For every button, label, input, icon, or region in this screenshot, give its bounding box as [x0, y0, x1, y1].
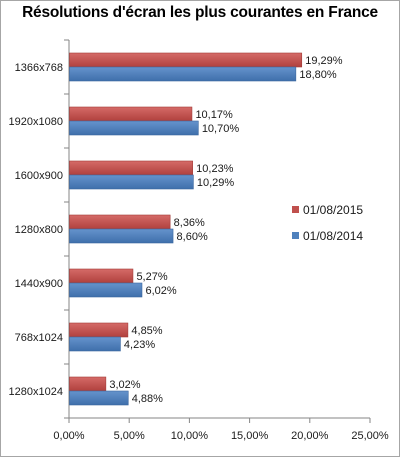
bar-series-2015 [69, 322, 129, 338]
axes: 0,00% 5,00% 10,00% 15,00% 20,00% 25,00% 1366x7… [9, 39, 389, 442]
legend-swatch [292, 232, 299, 239]
legend-label: 01/08/2015 [303, 203, 363, 217]
data-label: 10,70% [202, 123, 240, 135]
y-tick-label: 1920x1080 [9, 116, 63, 128]
data-label: 3,02% [109, 379, 140, 391]
bar-series-2014 [69, 174, 194, 190]
bar-series-2014 [69, 282, 143, 298]
bar-series-2015 [69, 160, 193, 176]
x-tick-label: 0,00% [53, 430, 84, 442]
bar-series-2015 [69, 52, 303, 68]
legend-label: 01/08/2014 [303, 229, 363, 243]
y-tick-label: 1440x900 [15, 278, 63, 290]
x-tick-label: 20,00% [291, 430, 329, 442]
bar-series-2014 [69, 66, 297, 82]
bar-series-2014 [69, 390, 129, 406]
y-tick-label: 1366x768 [15, 62, 63, 74]
x-tick-label: 25,00% [351, 430, 389, 442]
data-label: 10,23% [196, 163, 234, 175]
data-labels: 19,29% 18,80% 10,17% 10,70% 10,23% 10,29% 8,36… [109, 55, 342, 405]
x-tick-label: 5,00% [114, 430, 145, 442]
x-tick-label: 10,00% [171, 430, 209, 442]
data-label: 4,85% [131, 325, 162, 337]
legend-swatch [292, 206, 299, 213]
bar-series-2014 [69, 336, 121, 352]
y-tick-label: 1280x1024 [9, 386, 63, 398]
data-label: 19,29% [305, 55, 343, 67]
chart-title: Résolutions d'écran les plus courantes e… [22, 4, 378, 21]
bars [69, 52, 303, 406]
bar-series-2014 [69, 228, 174, 244]
bar-series-2015 [69, 376, 107, 392]
data-label: 8,60% [177, 231, 208, 243]
x-tick-label: 15,00% [231, 430, 269, 442]
y-tick-label: 1280x800 [15, 224, 63, 236]
y-tick-label: 1600x900 [15, 170, 63, 182]
data-label: 4,23% [124, 339, 155, 351]
data-label: 5,27% [136, 271, 167, 283]
data-label: 6,02% [145, 285, 176, 297]
bar-series-2015 [69, 214, 171, 230]
y-tick-label: 768x1024 [15, 332, 63, 344]
legend: 01/08/2015 01/08/2014 [292, 203, 363, 243]
data-label: 10,17% [195, 109, 233, 121]
bar-series-2014 [69, 120, 199, 136]
data-label: 10,29% [197, 177, 235, 189]
bar-series-2015 [69, 106, 193, 122]
data-label: 8,36% [174, 217, 205, 229]
bar-series-2015 [69, 268, 134, 284]
data-label: 18,80% [299, 69, 337, 81]
data-label: 4,88% [132, 393, 163, 405]
